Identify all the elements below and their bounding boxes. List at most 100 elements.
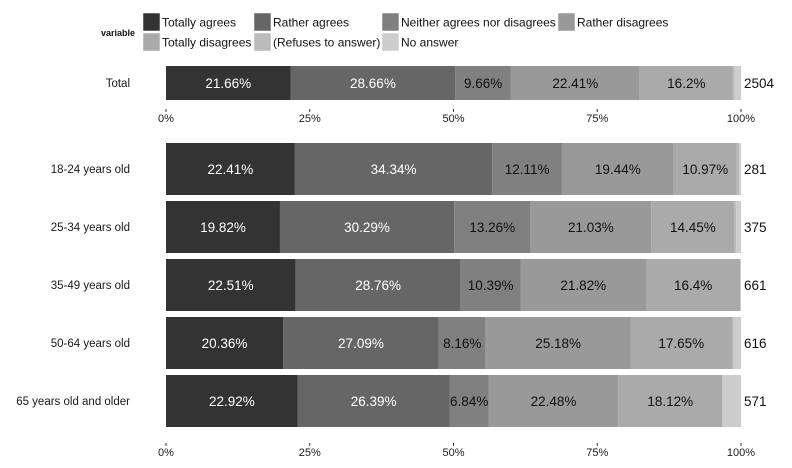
bar-segment — [722, 375, 741, 427]
data-label: 22.41% — [552, 76, 598, 91]
category-label: 65 years old and older — [16, 396, 130, 408]
data-label: 25.18% — [535, 336, 581, 351]
bar-segment — [673, 143, 737, 195]
data-label: 19.82% — [200, 220, 246, 235]
bar-segment — [488, 375, 619, 427]
tick-label: 50% — [442, 447, 464, 459]
legend-label: Totally agrees — [162, 16, 236, 30]
category-label: 18-24 years old — [51, 164, 130, 176]
bar-segment — [294, 143, 493, 195]
data-label: 19.44% — [595, 162, 641, 177]
bar-segment — [740, 259, 741, 311]
count-label: 2504 — [744, 76, 775, 91]
legend-label: Totally disagrees — [162, 36, 251, 50]
legend-label: Neither agrees nor disagrees — [401, 16, 556, 30]
bar-segment — [455, 66, 511, 100]
legend-title: variable — [101, 28, 135, 38]
category-label: 35-49 years old — [51, 280, 130, 292]
data-label: 10.39% — [468, 278, 514, 293]
bar-segment — [166, 317, 284, 369]
bar-segment — [166, 259, 296, 311]
tick-label: 25% — [299, 113, 321, 125]
legend-swatch — [253, 12, 272, 32]
bar-segment — [630, 317, 733, 369]
bar-segment — [530, 201, 652, 253]
data-label: 27.09% — [338, 336, 384, 351]
bar-segment — [166, 375, 298, 427]
bar-segment — [733, 317, 741, 369]
tick-label: 75% — [586, 113, 608, 125]
bar-segment — [295, 259, 461, 311]
count-label: 571 — [744, 394, 767, 409]
bar-segment — [739, 143, 741, 195]
bar-segment — [454, 201, 531, 253]
data-label: 14.45% — [670, 220, 716, 235]
data-label: 10.97% — [682, 162, 728, 177]
bar-segment — [618, 375, 723, 427]
bar-segment — [734, 201, 737, 253]
bar-segment — [732, 317, 734, 369]
data-label: 16.4% — [674, 278, 712, 293]
data-label: 22.51% — [208, 278, 254, 293]
tick-label: 0% — [158, 113, 174, 125]
legend-swatch — [253, 32, 272, 52]
bar-segment — [166, 201, 280, 253]
tick-label: 0% — [158, 447, 174, 459]
legend-swatch — [381, 12, 400, 32]
legend-label: Rather disagrees — [577, 16, 668, 30]
count-label: 616 — [744, 336, 767, 351]
bar-segment — [166, 66, 291, 100]
bar-segment — [438, 317, 486, 369]
data-label: 30.29% — [344, 220, 390, 235]
tick-label: 25% — [299, 447, 321, 459]
legend-swatch — [142, 32, 161, 52]
bar-segment — [736, 201, 741, 253]
data-label: 22.48% — [531, 394, 577, 409]
bar-segment — [732, 66, 735, 100]
bar-segment — [639, 66, 733, 100]
legend-label: (Refuses to answer) — [273, 36, 380, 50]
data-label: 8.16% — [443, 336, 481, 351]
bar-segment — [485, 317, 631, 369]
bar-segment — [736, 143, 740, 195]
data-label: 17.65% — [658, 336, 704, 351]
data-label: 12.11% — [505, 162, 550, 177]
data-label: 22.92% — [209, 394, 255, 409]
legend-swatch — [557, 12, 576, 32]
tick-label: 100% — [727, 113, 755, 125]
data-label: 21.03% — [568, 220, 614, 235]
bar-segment — [279, 201, 455, 253]
bar-segment — [510, 66, 640, 100]
count-label: 661 — [744, 278, 767, 293]
bar-segment — [561, 143, 674, 195]
data-label: 18.12% — [647, 394, 693, 409]
bar-segment — [290, 66, 456, 100]
data-label: 9.66% — [464, 76, 502, 91]
data-label: 6.84% — [450, 394, 488, 409]
bar-segment — [460, 259, 521, 311]
bar-segment — [520, 259, 647, 311]
count-label: 281 — [744, 162, 767, 177]
legend-label: Rather agrees — [273, 16, 349, 30]
bar-segment — [492, 143, 562, 195]
bar-segment — [651, 201, 735, 253]
data-label: 34.34% — [371, 162, 417, 177]
legend-swatch — [142, 12, 161, 32]
bar-segment — [734, 66, 741, 100]
bar-segment — [166, 143, 295, 195]
data-label: 21.82% — [560, 278, 606, 293]
data-label: 13.26% — [469, 220, 515, 235]
data-label: 16.2% — [667, 76, 705, 91]
bar-segment — [449, 375, 489, 427]
bar-segment — [646, 259, 741, 311]
bar-segment — [283, 317, 439, 369]
data-label: 28.66% — [350, 76, 396, 91]
legend-label: No answer — [401, 36, 458, 50]
data-label: 20.36% — [202, 336, 248, 351]
category-label: Total — [106, 78, 130, 90]
data-label: 21.66% — [205, 76, 251, 91]
tick-label: 50% — [442, 113, 464, 125]
data-label: 22.41% — [208, 162, 254, 177]
